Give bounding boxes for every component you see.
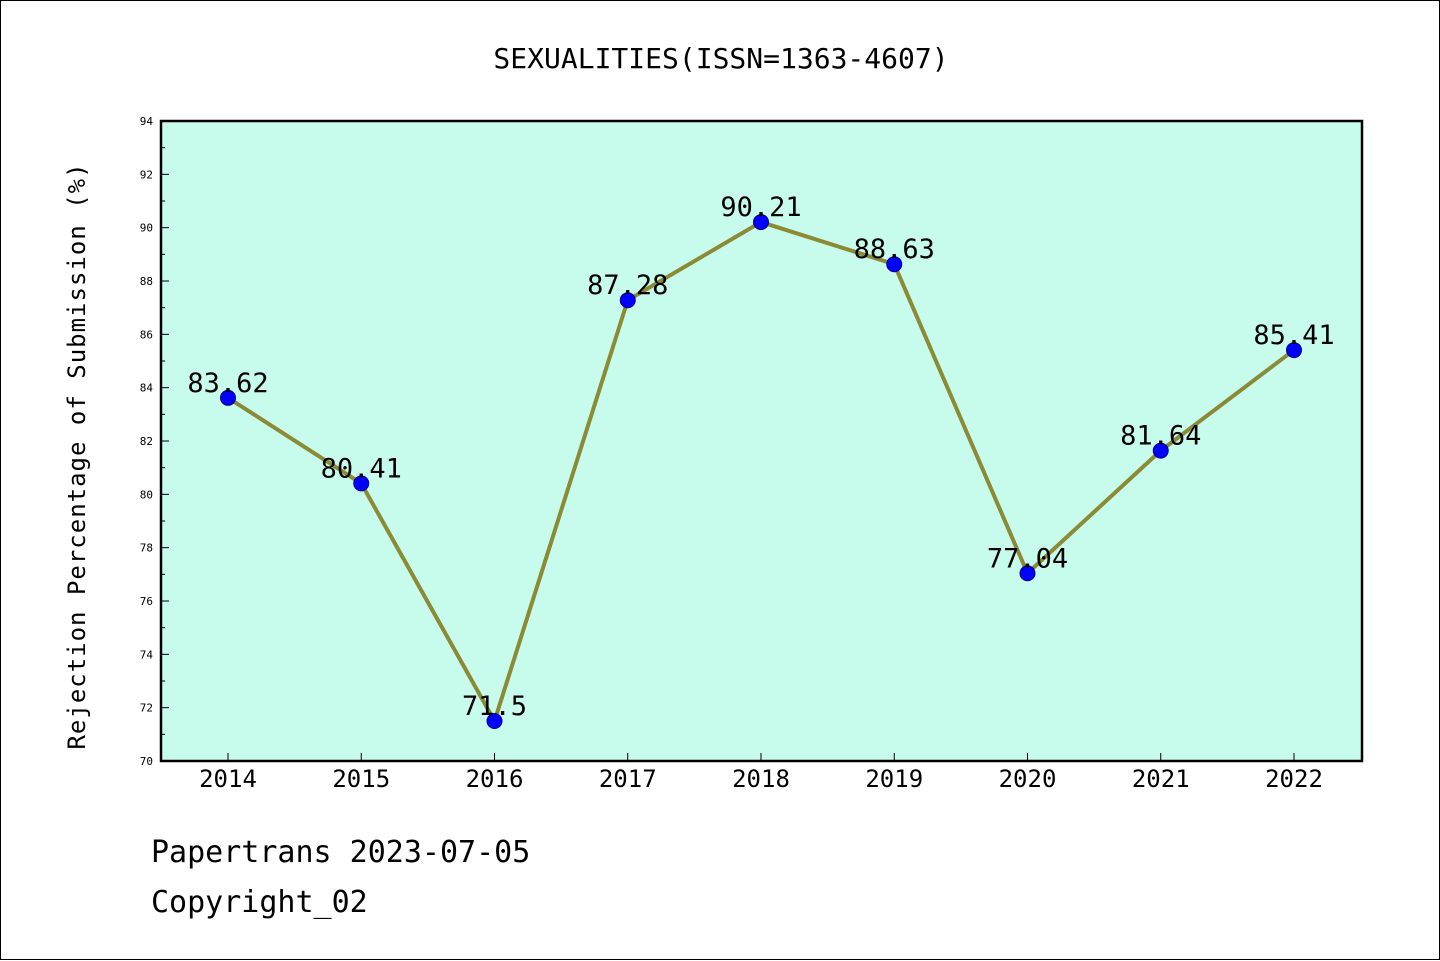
data-label: 83.62: [187, 368, 268, 399]
data-point-marker: [619, 292, 636, 309]
y-tick-label: 86: [140, 328, 153, 341]
data-label: 81.64: [1120, 421, 1201, 452]
data-point-marker: [353, 475, 370, 492]
x-tick-label: 2021: [1132, 765, 1190, 793]
y-tick-label: 80: [140, 488, 153, 501]
x-tick-label: 2016: [466, 765, 524, 793]
data-label: 80.41: [321, 453, 402, 484]
data-point-marker: [1152, 442, 1169, 459]
x-tick-label: 2020: [999, 765, 1057, 793]
x-tick-label: 2019: [865, 765, 923, 793]
x-tick-label: 2015: [332, 765, 390, 793]
series-markers: [220, 214, 1302, 729]
data-label: 77.04: [987, 543, 1068, 574]
y-tick-label: 70: [140, 755, 153, 768]
x-tick-label: 2018: [732, 765, 790, 793]
y-tick-label: 74: [140, 648, 154, 661]
data-label: 85.41: [1253, 320, 1334, 351]
y-axis-label: Rejection Percentage of Submission (%): [63, 162, 91, 749]
data-label: 88.63: [854, 234, 935, 265]
data-label: 71.5: [462, 691, 527, 722]
x-tick-label: 2022: [1265, 765, 1323, 793]
data-point-marker: [220, 389, 236, 406]
y-tick-label: 78: [140, 542, 153, 555]
data-point-marker: [1019, 565, 1036, 582]
y-tick-label: 88: [140, 275, 153, 288]
chart-title: SEXUALITIES(ISSN=1363-4607): [493, 42, 948, 75]
footer-date-text: Papertrans 2023-07-05: [151, 835, 531, 870]
y-tick-label: 90: [140, 222, 153, 235]
y-tick-label: 72: [140, 702, 153, 715]
x-tick-label: 2014: [199, 765, 257, 793]
data-point-marker: [753, 214, 769, 231]
y-axis: 70 72 74 76 78 80 82 84 86 88 90 92 94: [140, 115, 169, 768]
y-tick-label: 92: [140, 168, 153, 181]
data-point-marker: [1286, 342, 1302, 359]
y-tick-label: 94: [140, 115, 154, 128]
x-tick-label: 2017: [599, 765, 657, 793]
data-label: 90.21: [720, 192, 801, 223]
footer-copyright-text: Copyright_02: [151, 885, 368, 920]
data-point-marker: [886, 256, 903, 273]
data-label: 87.28: [587, 270, 668, 301]
y-tick-label: 76: [140, 595, 153, 608]
data-point-marker: [486, 713, 503, 729]
x-axis: 2014 2015 2016 2017 2018 2019 2020 2021 2022: [199, 753, 1323, 793]
y-tick-label: 84: [140, 382, 154, 395]
y-tick-label: 82: [140, 435, 153, 448]
data-labels: 83.62 80.41 71.5 87.28 90.21 88.63 77.04 81.64 8…: [187, 192, 1334, 722]
plot-border: [159, 119, 1364, 763]
